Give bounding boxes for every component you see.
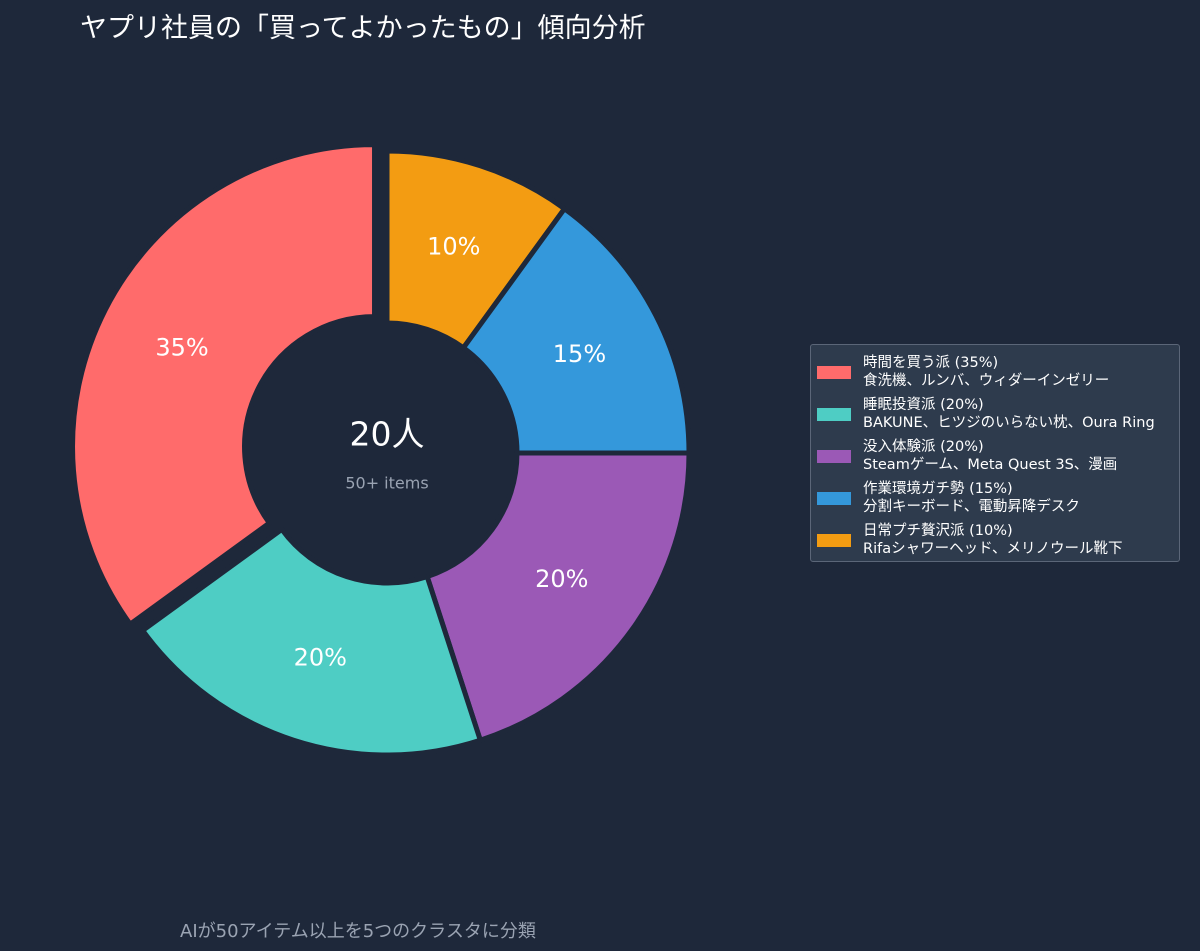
slice-percent-label: 10% — [427, 233, 480, 261]
donut-chart: 10% 15% 20% 20% 35% 20人 50+ items — [70, 142, 692, 758]
donut-slices — [70, 142, 692, 758]
slice-labels: 10% 15% 20% 20% 35% — [155, 233, 606, 672]
legend-item: 作業環境ガチ勢 (15%) 分割キーボード、電動昇降デスク — [817, 477, 1179, 519]
chart-title: ヤプリ社員の「買ってよかったもの」傾向分析 — [80, 13, 646, 44]
donut-slice — [460, 206, 692, 456]
legend-swatch — [817, 491, 851, 505]
slice-percent-label: 15% — [553, 340, 606, 368]
legend-examples: 食洗機、ルンバ、ウィダーインゼリー — [863, 373, 1110, 389]
legend-label: 作業環境ガチ勢 (15%) — [863, 481, 1013, 497]
legend-examples: Rifaシャワーヘッド、メリノウール靴下 — [863, 541, 1123, 557]
slice-percent-label: 35% — [155, 334, 208, 362]
legend-examples: 分割キーボード、電動昇降デスク — [863, 499, 1080, 515]
center-total-label: 20人 — [350, 415, 425, 454]
footer-note: AIが50アイテム以上を5つのクラスタに分類 — [180, 921, 536, 942]
legend-label: 日常プチ贅沢派 (10%) — [863, 523, 1013, 539]
legend-examples: BAKUNE、ヒツジのいらない枕、Oura Ring — [863, 415, 1155, 431]
legend-swatch — [817, 407, 851, 421]
donut-slice — [70, 142, 378, 627]
legend-label: 没入体験派 (20%) — [863, 439, 984, 455]
legend: 時間を買う派 (35%) 食洗機、ルンバ、ウィダーインゼリー 睡眠投資派 (20… — [810, 344, 1180, 562]
slice-percent-label: 20% — [535, 565, 588, 593]
legend-swatch — [817, 533, 851, 547]
legend-label: 睡眠投資派 (20%) — [863, 397, 984, 413]
legend-item: 時間を買う派 (35%) 食洗機、ルンバ、ウィダーインゼリー — [817, 351, 1179, 393]
legend-swatch — [817, 365, 851, 379]
legend-examples: Steamゲーム、Meta Quest 3S、漫画 — [863, 457, 1118, 473]
legend-label: 時間を買う派 (35%) — [863, 355, 999, 371]
legend-item: 没入体験派 (20%) Steamゲーム、Meta Quest 3S、漫画 — [817, 435, 1179, 477]
center-subtitle: 50+ items — [345, 474, 428, 493]
donut-slice — [384, 148, 568, 351]
legend-swatch — [817, 449, 851, 463]
donut-slice — [424, 450, 692, 743]
legend-item: 睡眠投資派 (20%) BAKUNE、ヒツジのいらない枕、Oura Ring — [817, 393, 1179, 435]
legend-item: 日常プチ贅沢派 (10%) Rifaシャワーヘッド、メリノウール靴下 — [817, 519, 1179, 561]
donut-slice — [140, 526, 483, 758]
slice-percent-label: 20% — [294, 643, 347, 671]
